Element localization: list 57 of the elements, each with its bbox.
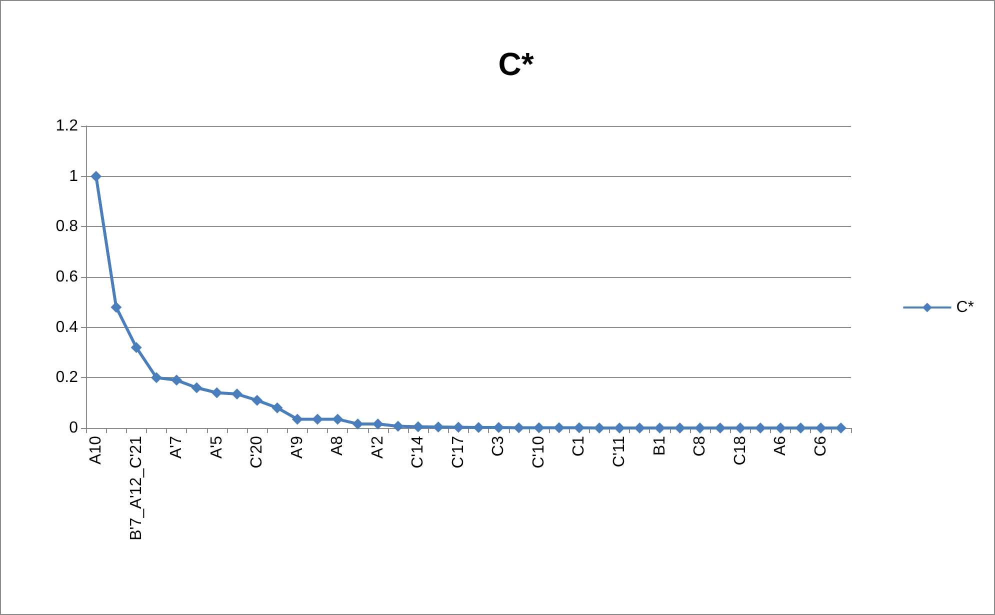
point: [533, 422, 544, 434]
x-tick-label: C'10: [530, 436, 548, 468]
legend-label: C*: [956, 299, 974, 316]
point: [352, 418, 364, 430]
y-tick-label: 0.6: [56, 268, 78, 286]
y-tick-label: 1.2: [56, 118, 78, 134]
y-tick-label: 0.4: [56, 318, 78, 336]
point: [734, 422, 746, 434]
point: [150, 372, 162, 384]
x-tick-label: C6: [812, 436, 830, 456]
point: [493, 422, 504, 433]
point: [815, 422, 826, 434]
y-tick-label: 0.8: [56, 218, 78, 236]
x-tick-label: C8: [692, 436, 709, 456]
y-tick-label: 0.2: [56, 369, 78, 386]
point: [513, 422, 524, 434]
y-tick-label: 1: [69, 168, 78, 185]
point: [252, 394, 263, 406]
x-tick-label: A8: [329, 436, 346, 456]
point: [654, 422, 666, 434]
point: [412, 421, 424, 432]
point: [332, 414, 344, 425]
y-tick-label: 0: [69, 420, 78, 436]
point: [110, 302, 122, 313]
x-tick-label: C3: [490, 436, 508, 456]
point: [795, 422, 806, 434]
point: [292, 414, 303, 425]
x-tick-label: C'14: [410, 436, 427, 468]
point: [130, 342, 142, 353]
x-tick-label: B1: [651, 436, 668, 456]
x-tick-label: B'7_A'12_C'21: [128, 436, 145, 540]
point: [594, 422, 605, 434]
point: [211, 387, 222, 398]
point: [191, 382, 202, 394]
point: [312, 414, 324, 425]
x-tick-label: A6: [772, 436, 790, 456]
point: [554, 422, 565, 434]
x-tick-label: C18: [732, 436, 749, 466]
point: [272, 402, 283, 414]
point: [714, 422, 726, 434]
x-tick-label: C'20: [248, 436, 266, 468]
point: [392, 420, 404, 432]
x-tick-label: A'2: [369, 436, 386, 459]
x-tick-label: A'9: [288, 436, 306, 459]
x-tick-label: A10: [88, 436, 105, 464]
x-tick-label: C'11: [610, 436, 628, 468]
point: [171, 374, 182, 386]
x-tick-label: C1: [570, 436, 588, 456]
x-tick-label: A'7: [168, 436, 186, 459]
point: [90, 170, 102, 182]
point: [574, 422, 585, 434]
point: [432, 421, 444, 432]
point: [452, 422, 464, 433]
chart-title: C*: [498, 46, 534, 82]
point: [231, 388, 242, 400]
x-tick-label: C'17: [450, 436, 467, 468]
x-tick-label: A'5: [208, 436, 226, 459]
